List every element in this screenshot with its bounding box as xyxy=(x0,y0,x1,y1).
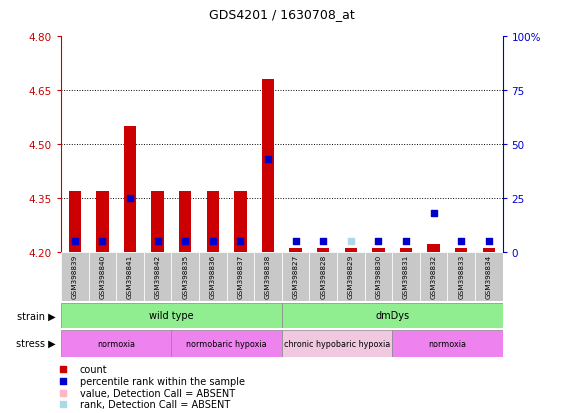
Point xyxy=(208,238,217,244)
Text: value, Detection Call = ABSENT: value, Detection Call = ABSENT xyxy=(80,388,235,398)
Bar xyxy=(372,248,385,252)
Text: GSM398831: GSM398831 xyxy=(403,254,409,299)
Bar xyxy=(262,80,274,252)
Bar xyxy=(124,127,136,252)
Bar xyxy=(447,252,475,301)
Text: GSM398841: GSM398841 xyxy=(127,254,133,299)
Point xyxy=(346,238,356,244)
Text: GSM398833: GSM398833 xyxy=(458,254,464,299)
Bar xyxy=(61,303,282,328)
Text: count: count xyxy=(80,364,107,374)
Text: rank, Detection Call = ABSENT: rank, Detection Call = ABSENT xyxy=(80,399,230,409)
Text: normoxia: normoxia xyxy=(97,339,135,348)
Text: stress ▶: stress ▶ xyxy=(16,338,55,348)
Text: GDS4201 / 1630708_at: GDS4201 / 1630708_at xyxy=(209,8,354,21)
Bar xyxy=(152,191,164,252)
Point xyxy=(263,156,272,163)
Text: GSM398835: GSM398835 xyxy=(182,254,188,299)
Text: GSM398832: GSM398832 xyxy=(431,254,436,299)
Bar xyxy=(144,252,171,301)
Bar xyxy=(345,248,357,252)
Bar xyxy=(309,252,337,301)
Bar xyxy=(234,191,246,252)
Bar xyxy=(282,330,392,357)
Bar xyxy=(199,252,227,301)
Bar xyxy=(88,252,116,301)
Text: GSM398829: GSM398829 xyxy=(348,254,354,299)
Text: wild type: wild type xyxy=(149,311,193,320)
Bar xyxy=(400,248,412,252)
Bar xyxy=(96,191,109,252)
Text: GSM398838: GSM398838 xyxy=(265,254,271,299)
Bar xyxy=(69,191,81,252)
Point xyxy=(457,238,466,244)
Point xyxy=(318,238,328,244)
Text: GSM398839: GSM398839 xyxy=(72,254,78,299)
Point xyxy=(153,238,162,244)
Text: normobaric hypoxia: normobaric hypoxia xyxy=(187,339,267,348)
Text: GSM398828: GSM398828 xyxy=(320,254,326,299)
Bar xyxy=(61,330,171,357)
Bar xyxy=(392,252,419,301)
Text: GSM398842: GSM398842 xyxy=(155,254,160,299)
Text: GSM398837: GSM398837 xyxy=(238,254,243,299)
Bar xyxy=(171,330,282,357)
Text: chronic hypobaric hypoxia: chronic hypobaric hypoxia xyxy=(284,339,390,348)
Bar xyxy=(337,252,365,301)
Text: normoxia: normoxia xyxy=(428,339,467,348)
Point xyxy=(236,238,245,244)
Point xyxy=(98,238,107,244)
Bar xyxy=(282,303,503,328)
Bar xyxy=(428,245,440,252)
Point xyxy=(484,238,493,244)
Point xyxy=(59,401,68,408)
Text: GSM398840: GSM398840 xyxy=(99,254,105,299)
Bar xyxy=(207,191,219,252)
Bar xyxy=(171,252,199,301)
Bar xyxy=(282,252,309,301)
Point xyxy=(59,377,68,384)
Text: dmDys: dmDys xyxy=(375,311,409,320)
Text: GSM398827: GSM398827 xyxy=(293,254,299,299)
Bar xyxy=(392,330,503,357)
Point xyxy=(59,389,68,396)
Bar xyxy=(475,252,503,301)
Point xyxy=(401,238,411,244)
Bar xyxy=(455,248,467,252)
Text: strain ▶: strain ▶ xyxy=(17,311,55,320)
Bar xyxy=(483,248,495,252)
Bar xyxy=(254,252,282,301)
Bar xyxy=(289,248,302,252)
Bar xyxy=(365,252,392,301)
Bar xyxy=(317,248,329,252)
Point xyxy=(291,238,300,244)
Point xyxy=(59,366,68,372)
Text: GSM398836: GSM398836 xyxy=(210,254,216,299)
Bar xyxy=(179,191,191,252)
Point xyxy=(125,195,135,202)
Point xyxy=(70,238,80,244)
Bar xyxy=(419,252,447,301)
Text: GSM398834: GSM398834 xyxy=(486,254,492,299)
Text: percentile rank within the sample: percentile rank within the sample xyxy=(80,376,245,386)
Point xyxy=(429,210,438,216)
Point xyxy=(374,238,383,244)
Bar xyxy=(116,252,144,301)
Point xyxy=(181,238,190,244)
Bar xyxy=(61,252,88,301)
Text: GSM398830: GSM398830 xyxy=(375,254,381,299)
Bar xyxy=(227,252,254,301)
